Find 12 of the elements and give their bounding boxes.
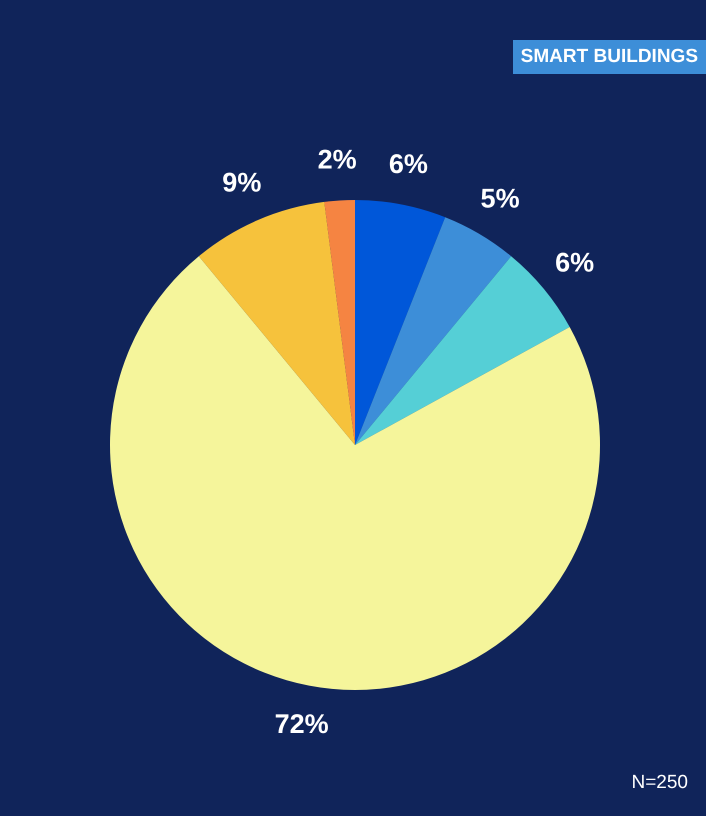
data-label: 9% [222, 167, 262, 198]
pie-slice [324, 200, 355, 445]
pie-slice [355, 200, 446, 445]
text: N=250 [631, 772, 688, 794]
data-label: 5% [480, 184, 520, 214]
data-label: 6% [555, 247, 594, 278]
pie-slice [198, 202, 355, 445]
data-label: 6% [388, 149, 428, 180]
data-label: 72% [274, 708, 329, 739]
data-label: 2% [318, 144, 357, 175]
chart-title: SMART BUILDINGS [512, 40, 706, 74]
pie-slice [355, 217, 512, 445]
